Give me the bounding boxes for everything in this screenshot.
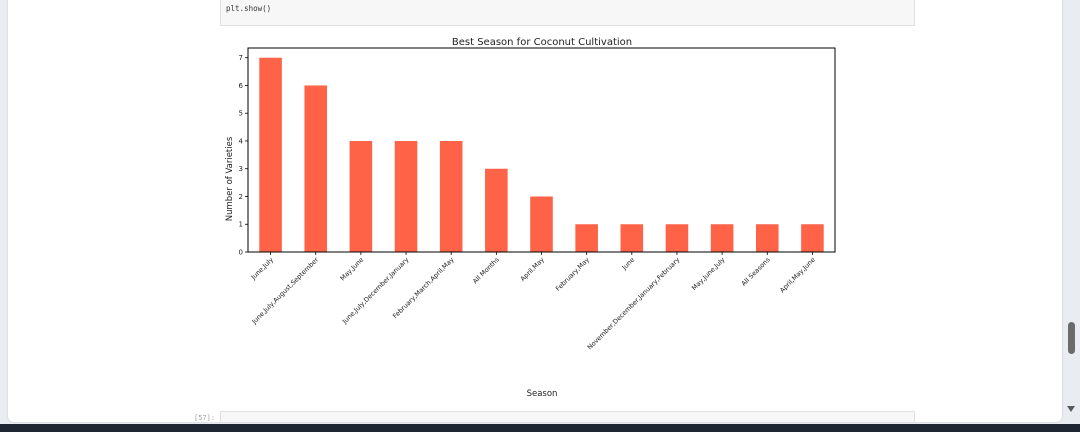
- x-tick-label: February,May: [554, 256, 591, 293]
- bar: [620, 224, 644, 252]
- bar: [349, 140, 373, 252]
- y-tick-label: 7: [239, 54, 243, 62]
- y-tick-label: 6: [239, 82, 244, 90]
- y-tick-label: 1: [239, 221, 243, 229]
- y-tick-label: 0: [239, 249, 243, 257]
- bar: [394, 140, 418, 252]
- y-tick-label: 4: [239, 137, 244, 145]
- x-tick-label: All Months: [471, 255, 501, 285]
- bar: [710, 224, 734, 252]
- x-tick-label: April,May: [519, 256, 546, 283]
- bar: [485, 168, 508, 252]
- code-line: plt.show(): [226, 4, 272, 13]
- bar: [575, 224, 598, 252]
- x-tick-label: May,June,July: [690, 256, 726, 292]
- taskbar: [0, 424, 1080, 432]
- bar-chart: Best Season for Coconut Cultivation Numb…: [225, 37, 836, 399]
- x-axis-label: Season: [527, 389, 558, 399]
- chart-title: Best Season for Coconut Cultivation: [452, 37, 632, 48]
- y-tick-label: 2: [239, 193, 243, 201]
- bar: [259, 57, 282, 252]
- bar: [665, 224, 689, 252]
- code-cell[interactable]: plt.show(): [220, 0, 915, 26]
- x-tick-label: June: [620, 256, 636, 272]
- x-tick-label: November,December,January,February: [586, 256, 682, 352]
- bar: [530, 196, 553, 252]
- notebook-panel: plt.show() Best Season for Coconut Culti…: [8, 0, 1062, 423]
- scroll-down-arrow-icon[interactable]: [1067, 406, 1075, 412]
- x-tick-label: May,June: [339, 256, 366, 283]
- bar: [304, 85, 328, 252]
- y-axis-label: Number of Varieties: [225, 136, 235, 221]
- next-cell-prompt: [57]:: [194, 414, 216, 422]
- x-tick-label: April,May,June: [778, 256, 817, 295]
- y-tick-label: 5: [239, 110, 243, 118]
- bar: [439, 140, 463, 252]
- next-code-cell[interactable]: [220, 411, 915, 423]
- x-tick-label: June,July: [249, 256, 275, 282]
- x-tick-label: All Seasons: [740, 255, 772, 287]
- y-ticks: 0 1 2 3 4 5 6 7: [239, 54, 248, 257]
- bar: [801, 224, 824, 252]
- plot-frame: [247, 47, 836, 253]
- bars-layer: [259, 57, 824, 252]
- y-tick-label: 3: [239, 165, 243, 173]
- bar: [755, 224, 779, 252]
- scrollbar-thumb[interactable]: [1068, 322, 1075, 354]
